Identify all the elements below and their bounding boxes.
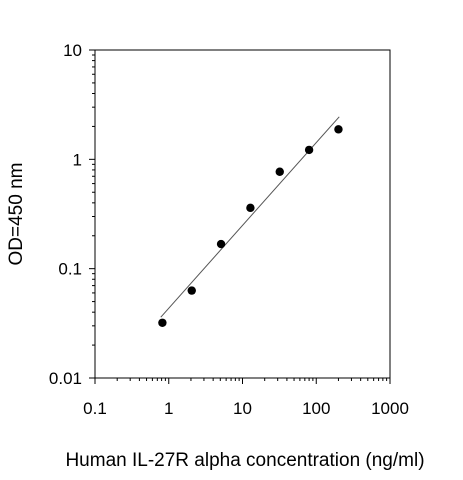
- x-axis-title: Human IL-27R alpha concentration (ng/ml): [65, 450, 424, 471]
- data-point: [275, 167, 284, 176]
- data-point: [334, 125, 343, 134]
- y-axis-title: OD=450 nm: [6, 163, 27, 266]
- data-point: [246, 203, 255, 213]
- x-tick-label: 1: [164, 399, 173, 418]
- regression-line: [160, 116, 340, 318]
- fit-line-layer: [160, 116, 340, 318]
- data-point: [158, 318, 167, 327]
- x-tick-label: 1000: [371, 399, 409, 418]
- data-point: [187, 286, 196, 295]
- data-points-layer: [158, 125, 343, 327]
- x-tick-label: 0.1: [83, 399, 107, 418]
- y-tick-label: 0.01: [49, 369, 82, 388]
- y-axis-ticks: 0.01 0.1 1 10: [49, 41, 95, 388]
- y-tick-label: 0.1: [58, 260, 82, 279]
- x-axis-ticks: 0.1 1 10 100 1000: [83, 378, 409, 418]
- data-point: [216, 239, 226, 249]
- data-point: [304, 145, 314, 155]
- y-tick-label: 1: [73, 150, 82, 169]
- x-tick-label: 10: [233, 399, 252, 418]
- x-tick-label: 100: [302, 399, 330, 418]
- plot-frame: [94, 49, 391, 379]
- y-tick-label: 10: [63, 41, 82, 60]
